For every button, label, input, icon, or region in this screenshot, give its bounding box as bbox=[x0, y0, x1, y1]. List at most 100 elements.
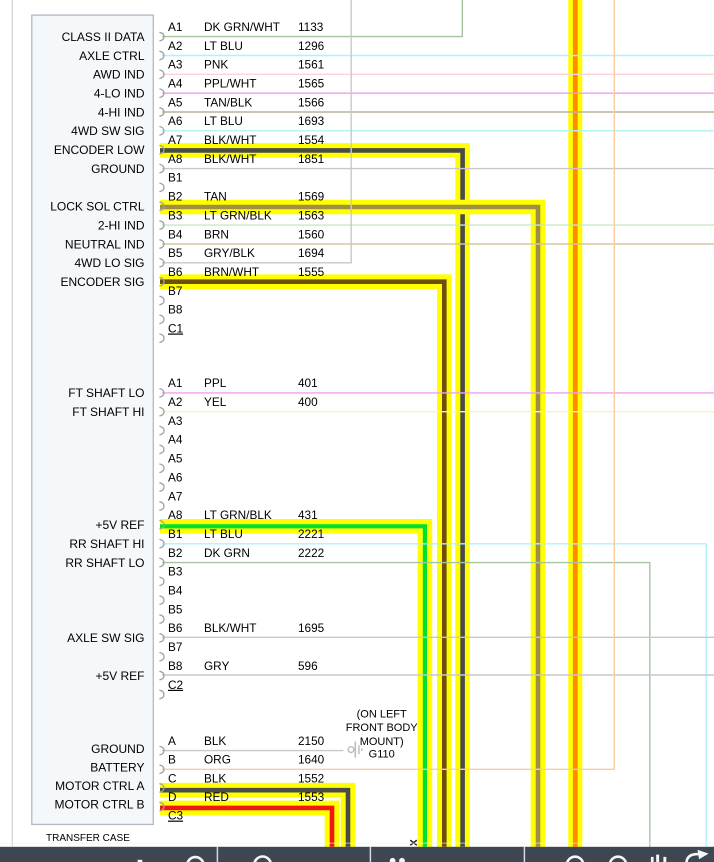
svg-text:GROUND: GROUND bbox=[91, 162, 145, 176]
svg-text:AWD IND: AWD IND bbox=[93, 68, 145, 82]
svg-text:A6: A6 bbox=[168, 114, 183, 128]
svg-text:A: A bbox=[168, 734, 176, 748]
svg-text:BLK: BLK bbox=[204, 771, 226, 785]
svg-text:BATTERY: BATTERY bbox=[90, 760, 144, 774]
svg-text:B1: B1 bbox=[168, 171, 182, 185]
svg-text:G110: G110 bbox=[369, 749, 395, 761]
svg-text:FT SHAFT HI: FT SHAFT HI bbox=[72, 405, 144, 419]
svg-text:GRY/BLK: GRY/BLK bbox=[204, 246, 255, 260]
svg-text:4WD LO SIG: 4WD LO SIG bbox=[74, 256, 144, 270]
svg-text:1565: 1565 bbox=[298, 77, 325, 91]
svg-text:1563: 1563 bbox=[298, 208, 325, 222]
svg-text:MOTOR CTRL B: MOTOR CTRL B bbox=[54, 798, 144, 812]
svg-text:4-LO IND: 4-LO IND bbox=[94, 87, 145, 101]
svg-text:B: B bbox=[168, 753, 176, 767]
svg-text:B6: B6 bbox=[168, 265, 183, 279]
svg-text:1640: 1640 bbox=[298, 753, 325, 767]
svg-text:FRONT BODY: FRONT BODY bbox=[346, 722, 419, 734]
svg-text:ENCODER SIG: ENCODER SIG bbox=[60, 275, 144, 289]
svg-text:RR SHAFT HI: RR SHAFT HI bbox=[69, 537, 144, 551]
svg-text:RR SHAFT LO: RR SHAFT LO bbox=[65, 556, 144, 570]
svg-text:LT BLU: LT BLU bbox=[204, 39, 243, 53]
svg-text:BRN/WHT: BRN/WHT bbox=[204, 265, 259, 279]
svg-text:1296: 1296 bbox=[298, 39, 325, 53]
svg-text:+5V REF: +5V REF bbox=[95, 669, 144, 683]
svg-text:A4: A4 bbox=[168, 77, 183, 91]
svg-text:DK GRN/WHT: DK GRN/WHT bbox=[204, 20, 280, 34]
svg-text:B4: B4 bbox=[168, 227, 183, 241]
svg-text:B4: B4 bbox=[168, 584, 183, 598]
svg-text:BLK: BLK bbox=[204, 734, 226, 748]
svg-text:A6: A6 bbox=[168, 470, 183, 484]
svg-text:+5V REF: +5V REF bbox=[95, 518, 144, 532]
svg-text:A8: A8 bbox=[168, 152, 183, 166]
svg-text:YEL: YEL bbox=[204, 395, 227, 409]
svg-text:1552: 1552 bbox=[298, 771, 324, 785]
svg-text:A2: A2 bbox=[168, 395, 182, 409]
svg-text:1566: 1566 bbox=[298, 95, 325, 109]
svg-text:1555: 1555 bbox=[298, 265, 325, 279]
svg-text:1693: 1693 bbox=[298, 114, 325, 128]
svg-text:A4: A4 bbox=[168, 433, 183, 447]
svg-text:2221: 2221 bbox=[298, 527, 324, 541]
svg-text:LOCK SOL CTRL: LOCK SOL CTRL bbox=[50, 200, 145, 214]
svg-text:ORG: ORG bbox=[204, 753, 231, 767]
svg-text:PPL: PPL bbox=[204, 376, 227, 390]
svg-text:400: 400 bbox=[298, 395, 318, 409]
svg-text:TAN: TAN bbox=[204, 190, 227, 204]
svg-text:B5: B5 bbox=[168, 602, 183, 616]
svg-text:B3: B3 bbox=[168, 208, 183, 222]
svg-text:B8: B8 bbox=[168, 303, 183, 317]
svg-text:PNK: PNK bbox=[204, 58, 228, 72]
svg-text:A5: A5 bbox=[168, 95, 183, 109]
svg-text:ENCODER LOW: ENCODER LOW bbox=[54, 143, 145, 157]
svg-text:A7: A7 bbox=[168, 489, 182, 503]
svg-text:DK GRN: DK GRN bbox=[204, 546, 250, 560]
svg-text:4-HI IND: 4-HI IND bbox=[98, 105, 145, 119]
svg-text:(ON LEFT: (ON LEFT bbox=[357, 708, 407, 720]
svg-text:CLASS II DATA: CLASS II DATA bbox=[62, 30, 145, 44]
svg-text:B6: B6 bbox=[168, 621, 183, 635]
svg-text:BLK/WHT: BLK/WHT bbox=[204, 133, 256, 147]
svg-text:A8: A8 bbox=[168, 508, 183, 522]
svg-text:A5: A5 bbox=[168, 452, 183, 466]
svg-text:431: 431 bbox=[298, 508, 318, 522]
svg-text:B7: B7 bbox=[168, 284, 182, 298]
svg-text:PPL/WHT: PPL/WHT bbox=[204, 77, 256, 91]
svg-text:D: D bbox=[168, 790, 177, 804]
svg-text:TRANSFER CASE: TRANSFER CASE bbox=[46, 833, 130, 844]
svg-text:A2: A2 bbox=[168, 39, 182, 53]
svg-text:4WD SW SIG: 4WD SW SIG bbox=[71, 124, 144, 138]
svg-text:1554: 1554 bbox=[298, 133, 325, 147]
svg-text:MOUNT): MOUNT) bbox=[360, 736, 404, 748]
svg-text:GRY: GRY bbox=[204, 659, 229, 673]
svg-text:B2: B2 bbox=[168, 546, 182, 560]
svg-text:A1: A1 bbox=[168, 376, 182, 390]
svg-text:1553: 1553 bbox=[298, 790, 325, 804]
svg-text:1561: 1561 bbox=[298, 58, 324, 72]
svg-text:A3: A3 bbox=[168, 58, 183, 72]
svg-text:401: 401 bbox=[298, 376, 318, 390]
svg-text:1851: 1851 bbox=[298, 152, 324, 166]
svg-text:A1: A1 bbox=[168, 20, 182, 34]
svg-text:B8: B8 bbox=[168, 659, 183, 673]
svg-text:LT BLU: LT BLU bbox=[204, 114, 243, 128]
svg-text:GROUND: GROUND bbox=[91, 742, 145, 756]
svg-text:TAN/BLK: TAN/BLK bbox=[204, 95, 252, 109]
svg-text:C2: C2 bbox=[168, 678, 183, 692]
svg-text:A3: A3 bbox=[168, 414, 183, 428]
svg-text:FT SHAFT LO: FT SHAFT LO bbox=[68, 386, 144, 400]
svg-text:1569: 1569 bbox=[298, 190, 324, 204]
svg-text:BRN: BRN bbox=[204, 227, 229, 241]
svg-text:LT GRN/BLK: LT GRN/BLK bbox=[204, 208, 272, 222]
svg-text:BLK/WHT: BLK/WHT bbox=[204, 621, 256, 635]
svg-text:2222: 2222 bbox=[298, 546, 324, 560]
svg-text:C: C bbox=[168, 771, 177, 785]
svg-text:B1: B1 bbox=[168, 527, 182, 541]
svg-text:NEUTRAL IND: NEUTRAL IND bbox=[65, 237, 145, 251]
svg-text:B3: B3 bbox=[168, 565, 183, 579]
svg-text:B5: B5 bbox=[168, 246, 183, 260]
svg-text:B7: B7 bbox=[168, 640, 182, 654]
svg-text:1133: 1133 bbox=[298, 20, 324, 34]
svg-text:1694: 1694 bbox=[298, 246, 325, 260]
